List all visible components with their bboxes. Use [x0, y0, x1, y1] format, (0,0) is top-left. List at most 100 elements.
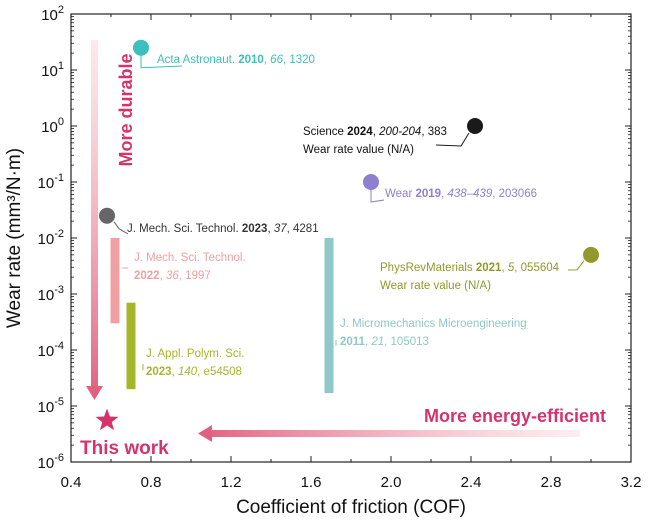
this-work-group: This work — [80, 408, 169, 459]
label-run: Wear — [385, 188, 415, 200]
label-run: 2023 — [146, 366, 172, 378]
label-run: , — [365, 336, 371, 348]
data-point-label: Wear 2019, 438–439, 203066 — [385, 188, 537, 200]
label-run: 140 — [178, 366, 198, 378]
x-tick-label: 0.4 — [61, 474, 82, 491]
range-bar — [126, 302, 136, 390]
data-point-marker — [583, 246, 599, 263]
label-run: Acta Astronaut. — [157, 54, 238, 66]
more-energy-efficient-label: More energy-efficient — [424, 406, 606, 426]
label-run: J. Appl. Polym. Sci. — [146, 348, 244, 360]
label-run: , 4281 — [287, 223, 319, 235]
y-axis-label: Wear rate (mm³/N·m) — [4, 148, 25, 328]
label-run: , — [267, 223, 273, 235]
label-run: 5 — [508, 262, 515, 274]
data-point-label: J. Mech. Sci. Technol. 2023, 37, 4281 — [127, 223, 319, 235]
more-durable-arrow-head — [86, 386, 103, 400]
label-run: , — [441, 188, 447, 200]
label-run: 2022 — [134, 270, 160, 282]
range-label-ref: 2023, 140, e54508 — [146, 366, 242, 378]
range-label: J. Mech. Sci. Technol. — [134, 252, 246, 264]
label-run: 2010 — [238, 54, 264, 66]
x-tick-label: 2.4 — [461, 474, 482, 491]
label-run: 21 — [370, 336, 384, 348]
label-run: , — [373, 126, 379, 138]
axis-ticks — [70, 13, 632, 463]
label-run: , — [264, 54, 270, 66]
x-tick-label: 0.8 — [141, 474, 162, 491]
point-leader — [113, 221, 129, 235]
label-run: , — [160, 270, 166, 282]
data-points: Acta Astronaut. 2010, 66, 1320 Science 20… — [99, 39, 599, 292]
label-run: 200-204 — [378, 126, 421, 138]
data-point-label: Acta Astronaut. 2010, 66, 1320 — [157, 54, 315, 66]
label-run: Science — [303, 126, 347, 138]
data-point-marker — [99, 207, 115, 224]
x-tick-labels: 0.4 0.8 1.2 1.6 2.0 2.4 2.8 3.2 — [61, 474, 642, 491]
label-run: 36 — [166, 270, 179, 282]
point-leader — [567, 260, 585, 271]
range-label: J. Micromechanics Microengineering — [340, 318, 527, 330]
label-run: J. Mech. Sci. Technol. — [134, 252, 246, 264]
label-run: J. Mech. Sci. Technol. — [127, 223, 242, 235]
point-leader — [370, 190, 385, 203]
label-run: 66 — [270, 54, 283, 66]
y-tick-label: 100 — [41, 116, 64, 136]
more-energy-efficient-arrow-head — [198, 425, 212, 442]
y-tick-label: 10-4 — [38, 340, 64, 360]
y-tick-labels: 102 101 100 10-1 10-2 10-3 10-4 10-5 10-6 — [38, 4, 64, 472]
label-run: , 203066 — [492, 188, 537, 200]
label-run: 2023 — [242, 223, 268, 235]
y-tick-label: 10-2 — [38, 228, 64, 248]
range-bar — [110, 238, 120, 324]
label-run: , — [501, 262, 507, 274]
plot-frame — [70, 13, 632, 463]
label-run: PhysRevMaterials — [380, 262, 476, 274]
label-run: 438–439 — [447, 188, 492, 200]
x-axis-label: Coefficient of friction (COF) — [236, 497, 466, 518]
label-run: 37 — [274, 223, 287, 235]
x-tick-label: 3.2 — [621, 474, 642, 491]
label-run: , e54508 — [197, 366, 242, 378]
y-tick-label: 10-5 — [38, 396, 64, 416]
y-tick-label: 10-1 — [38, 172, 64, 192]
this-work-label: This work — [80, 438, 169, 459]
range-bars: J. Mech. Sci. Technol. 2022, 36, 1997 J. A… — [110, 238, 527, 394]
label-run: , 055604 — [514, 262, 559, 274]
range-label-ref: 2022, 36, 1997 — [134, 270, 211, 282]
y-tick-label: 10-3 — [38, 284, 64, 304]
y-tick-label: 10-6 — [38, 452, 64, 472]
x-tick-label: 1.6 — [301, 474, 322, 491]
more-durable-label: More durable — [116, 53, 136, 166]
x-tick-label: 2.8 — [541, 474, 562, 491]
label-run: 2024 — [347, 126, 373, 138]
x-tick-label: 1.2 — [221, 474, 242, 491]
data-point-label: Science 2024, 200-204, 383 — [303, 126, 447, 138]
this-work-star — [95, 408, 119, 431]
label-run: , 105013 — [384, 336, 429, 348]
data-point-label-note: Wear rate value (N/A) — [303, 144, 414, 156]
label-run: 2021 — [476, 262, 502, 274]
data-point-label-note: Wear rate value (N/A) — [380, 280, 491, 292]
label-run: J. Micromechanics Microengineering — [340, 318, 527, 330]
label-run: , 383 — [421, 126, 447, 138]
x-tick-label: 2.0 — [381, 474, 402, 491]
data-point-marker — [467, 118, 483, 134]
label-run: 2011 — [340, 336, 366, 348]
label-run: 2019 — [415, 188, 441, 200]
label-run: , — [172, 366, 178, 378]
y-tick-label: 101 — [41, 60, 64, 80]
point-leader — [435, 132, 470, 147]
range-bar — [324, 238, 334, 394]
label-run: , 1997 — [179, 270, 211, 282]
range-label-ref: 2011, 21, 105013 — [340, 336, 429, 348]
annotation-arrows — [86, 40, 580, 442]
data-point-marker — [133, 39, 149, 56]
more-energy-efficient-arrow-shaft — [212, 430, 580, 437]
data-point-label: PhysRevMaterials 2021, 5, 055604 — [380, 262, 560, 274]
data-point-marker — [363, 174, 379, 190]
label-run: , 1320 — [283, 54, 315, 66]
y-tick-label: 102 — [41, 4, 64, 24]
range-label: J. Appl. Polym. Sci. — [146, 348, 244, 360]
